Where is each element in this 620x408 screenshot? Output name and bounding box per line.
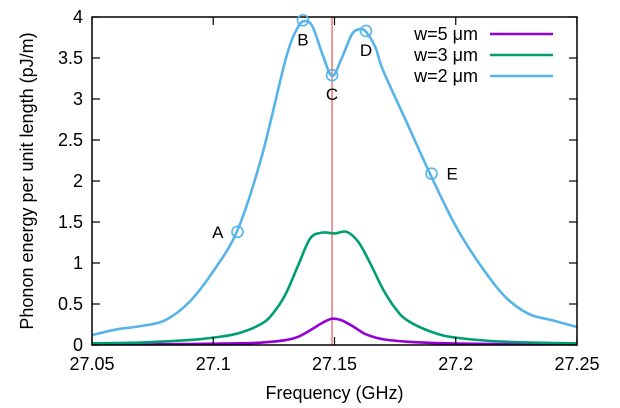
legend-label-2: w=2 μm xyxy=(413,66,478,86)
annotation-marker-c xyxy=(325,68,339,82)
y-tick-label: 3 xyxy=(73,89,83,109)
y-tick-label: 1 xyxy=(73,253,83,273)
annotation-marker-e xyxy=(425,167,438,180)
annotation-label-c: C xyxy=(326,85,338,104)
series-line-2 xyxy=(92,19,577,337)
legend-label-0: w=5 μm xyxy=(413,24,478,44)
y-tick-label: 4 xyxy=(73,7,83,27)
y-tick-label: 2 xyxy=(73,171,83,191)
y-axis-label: Phonon energy per unit length (pJ/m) xyxy=(17,32,37,329)
annotation-label-d: D xyxy=(360,41,372,60)
y-tick-label: 2.5 xyxy=(58,130,83,150)
annotation-marker-a xyxy=(231,225,244,239)
y-tick-label: 3.5 xyxy=(58,48,83,68)
x-tick-label: 27.1 xyxy=(196,354,231,374)
annotation-marker-b xyxy=(296,13,310,27)
series-line-1 xyxy=(92,230,577,345)
annotation-label-a: A xyxy=(212,223,224,242)
y-tick-label: 1.5 xyxy=(58,212,83,232)
x-tick-label: 27.05 xyxy=(69,354,114,374)
x-axis-label: Frequency (GHz) xyxy=(265,383,403,403)
y-tick-label: 0.5 xyxy=(58,294,83,314)
annotation-label-b: B xyxy=(297,30,308,49)
x-tick-label: 27.25 xyxy=(554,354,599,374)
x-tick-label: 27.15 xyxy=(312,354,357,374)
annotation-marker-d xyxy=(359,24,373,38)
legend: w=5 μmw=3 μmw=2 μm xyxy=(413,24,553,86)
y-tick-label: 0 xyxy=(73,335,83,355)
x-tick-label: 27.2 xyxy=(438,354,473,374)
axis-ticks: 27.05 27.1 27.15 27.2 27.25 0 0.5 1 1.5 2 2.5 3 3.5 4 xyxy=(58,7,600,374)
plot-area xyxy=(92,17,577,345)
annotation-label-e: E xyxy=(447,165,458,184)
legend-label-1: w=3 μm xyxy=(413,45,478,65)
series-line-0 xyxy=(92,317,577,345)
